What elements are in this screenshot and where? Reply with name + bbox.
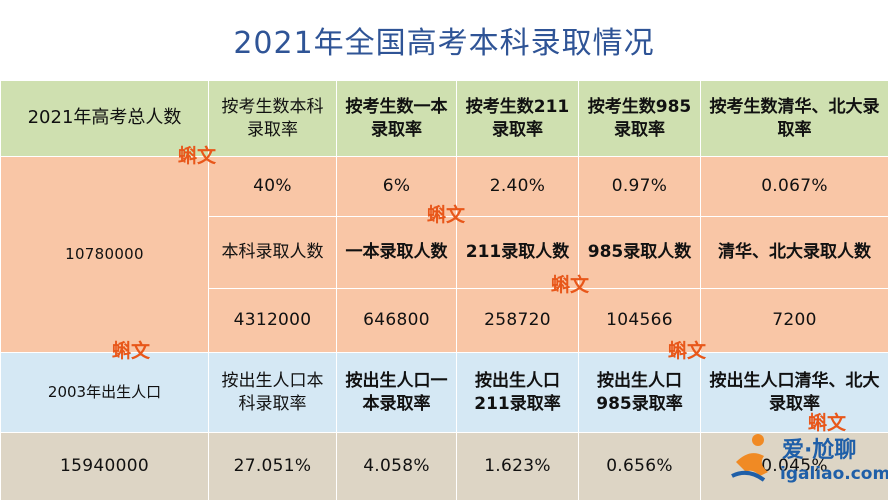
count-cell: 7200 [701, 289, 888, 353]
birth-header-cell: 按出生人口本科录取率 [209, 353, 337, 433]
header-cell: 按考生数985录取率 [579, 81, 701, 157]
header-cell: 按考生数本科录取率 [209, 81, 337, 157]
header-row: 2021年高考总人数 按考生数本科录取率 按考生数一本录取率 按考生数211录取… [1, 81, 888, 157]
count-label: 985录取人数 [579, 217, 701, 289]
birth-header-cell: 按出生人口一本录取率 [337, 353, 457, 433]
header-cell: 按考生数211录取率 [457, 81, 579, 157]
birth-rate-cell: 0.656% [579, 433, 701, 501]
admission-table: 2021年高考总人数 按考生数本科录取率 按考生数一本录取率 按考生数211录取… [0, 80, 888, 501]
count-label: 一本录取人数 [337, 217, 457, 289]
page-title: 2021年全国高考本科录取情况 [0, 0, 888, 80]
count-cell: 104566 [579, 289, 701, 353]
header-cell: 按考生数清华、北大录取率 [701, 81, 888, 157]
birth-total: 15940000 [1, 433, 209, 501]
rate-cell: 0.067% [701, 157, 888, 217]
exam-total: 10780000 [1, 157, 209, 353]
count-cell: 646800 [337, 289, 457, 353]
total-label: 2021年高考总人数 [1, 81, 209, 157]
count-cell: 4312000 [209, 289, 337, 353]
birth-rate-row: 15940000 27.051% 4.058% 1.623% 0.656% 0.… [1, 433, 888, 501]
birth-header-cell: 按出生人口985录取率 [579, 353, 701, 433]
rate-cell: 2.40% [457, 157, 579, 217]
count-label: 本科录取人数 [209, 217, 337, 289]
birth-header-row: 2003年出生人口 按出生人口本科录取率 按出生人口一本录取率 按出生人口211… [1, 353, 888, 433]
count-label: 清华、北大录取人数 [701, 217, 888, 289]
birth-header-cell: 按出生人口211录取率 [457, 353, 579, 433]
birth-rate-cell: 0.045% [701, 433, 888, 501]
exam-rate-row: 10780000 40% 6% 2.40% 0.97% 0.067% [1, 157, 888, 217]
birth-header-cell: 按出生人口清华、北大录取率 [701, 353, 888, 433]
rate-cell: 0.97% [579, 157, 701, 217]
birth-rate-cell: 1.623% [457, 433, 579, 501]
rate-cell: 40% [209, 157, 337, 217]
header-cell: 按考生数一本录取率 [337, 81, 457, 157]
rate-cell: 6% [337, 157, 457, 217]
count-cell: 258720 [457, 289, 579, 353]
birth-rate-cell: 27.051% [209, 433, 337, 501]
count-label: 211录取人数 [457, 217, 579, 289]
birth-label: 2003年出生人口 [1, 353, 209, 433]
birth-rate-cell: 4.058% [337, 433, 457, 501]
